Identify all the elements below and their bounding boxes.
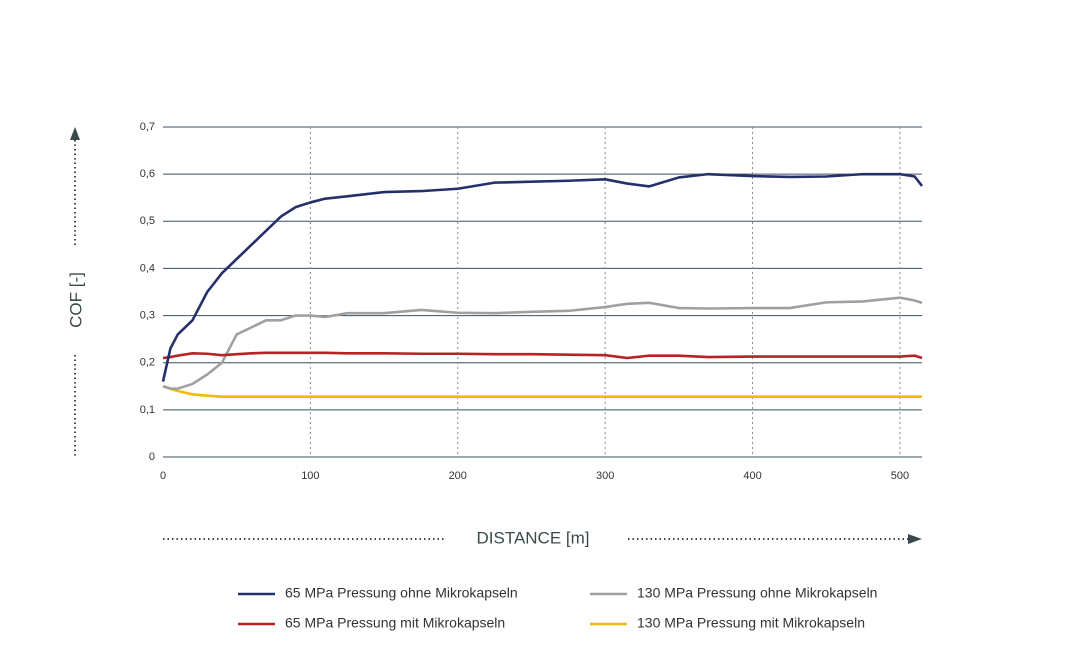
x-tick-label: 300 [596, 470, 614, 482]
legend-label: 65 MPa Pressung ohne Mikrokapseln [285, 585, 518, 601]
series-line [162, 296, 923, 390]
x-axis-label: DISTANCE [m] [476, 528, 589, 547]
series-line [162, 385, 922, 398]
y-tick-label: 0,3 [140, 309, 155, 321]
x-axis-title: DISTANCE [m] [163, 528, 922, 547]
x-tick-label: 200 [449, 470, 467, 482]
legend-label: 130 MPa Pressung mit Mikrokapseln [637, 615, 865, 631]
x-tick-label: 100 [301, 470, 319, 482]
y-tick-label: 0,4 [140, 262, 155, 274]
x-axis-arrowhead [908, 534, 922, 544]
y-tick-label: 0 [149, 451, 155, 463]
y-axis-arrowhead [70, 127, 80, 140]
x-tick-label: 400 [743, 470, 761, 482]
y-axis-title: COF [-] [66, 127, 85, 457]
series-line [162, 351, 923, 360]
y-tick-label: 0,1 [140, 404, 155, 416]
x-tick-label: 0 [160, 470, 166, 482]
y-axis-label: COF [-] [66, 272, 85, 328]
y-tick-label: 0,5 [140, 215, 155, 227]
legend-label: 65 MPa Pressung mit Mikrokapseln [285, 615, 505, 631]
x-tick-label: 500 [891, 470, 909, 482]
y-tick-label: 0,6 [140, 168, 155, 180]
y-tick-label: 0,2 [140, 357, 155, 369]
legend-label: 130 MPa Pressung ohne Mikrokapseln [637, 585, 877, 601]
series-line [161, 172, 924, 382]
y-tick-label: 0,7 [140, 121, 155, 133]
